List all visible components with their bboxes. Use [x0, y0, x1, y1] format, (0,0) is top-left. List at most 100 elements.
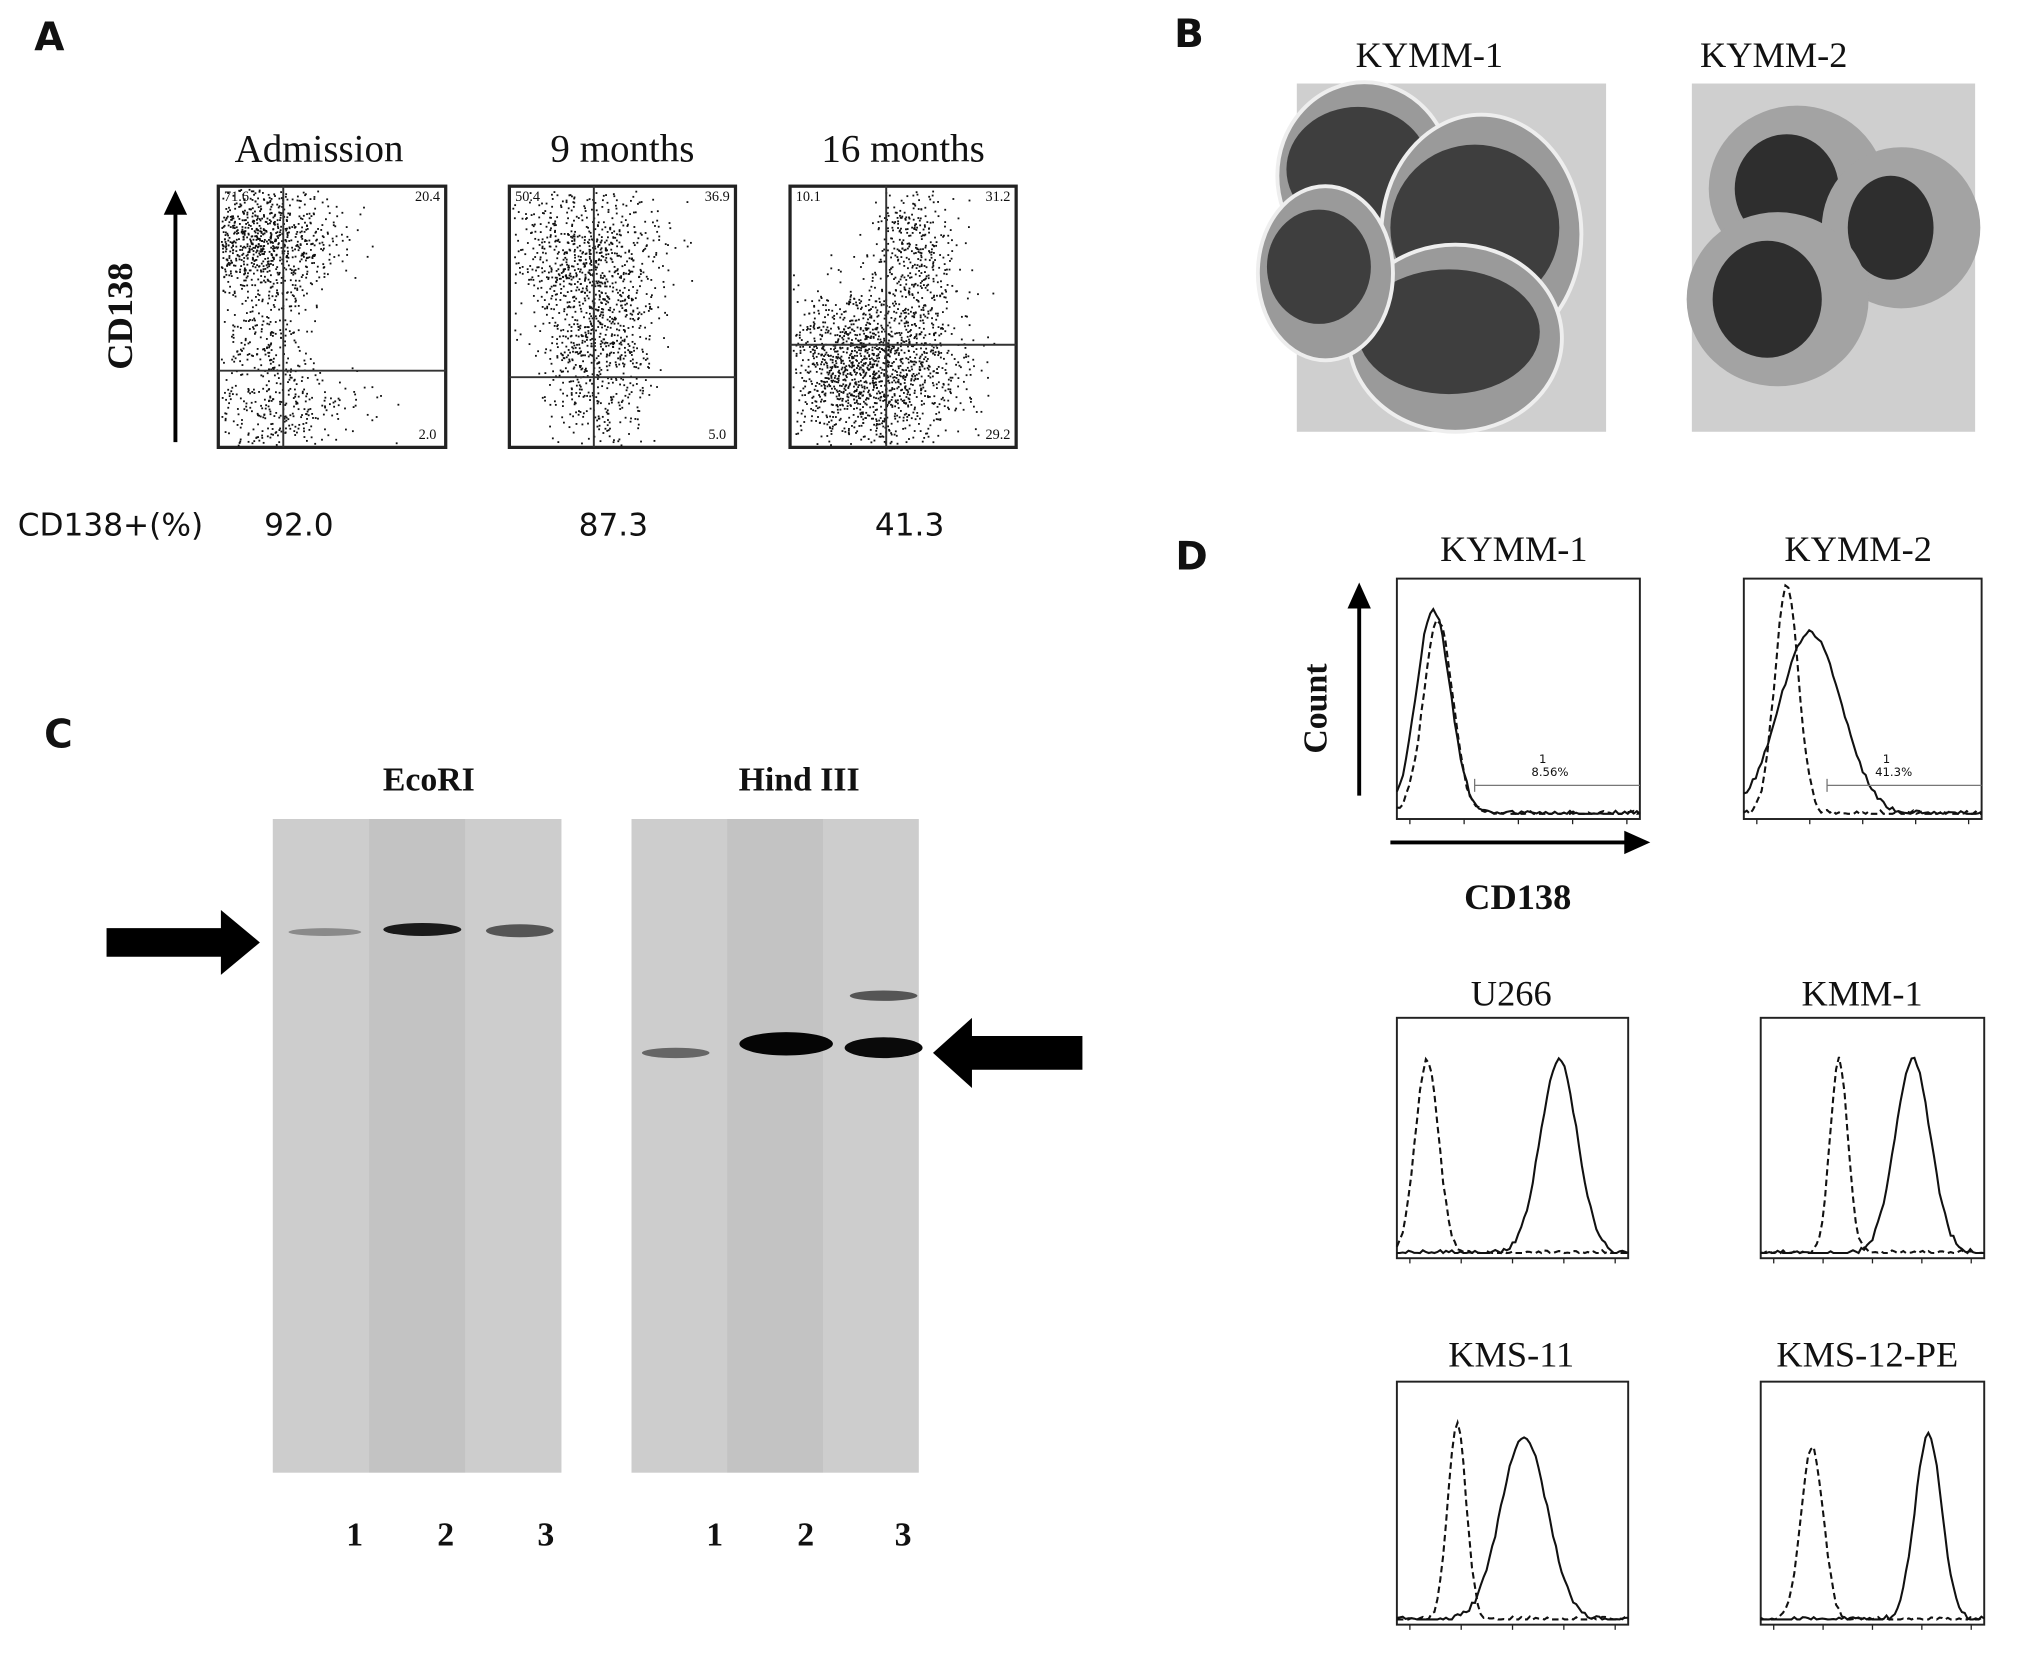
- dot: [224, 241, 227, 243]
- dot: [619, 355, 622, 358]
- dot: [225, 248, 228, 251]
- dot: [642, 350, 644, 353]
- dot: [890, 335, 893, 338]
- dot: [305, 228, 308, 231]
- dot: [556, 327, 559, 330]
- dot: [223, 216, 226, 219]
- dot: [552, 370, 555, 373]
- dot: [300, 276, 303, 278]
- dot: [558, 335, 561, 338]
- dot: [564, 295, 567, 297]
- dot: [883, 393, 886, 396]
- dot: [272, 221, 275, 224]
- dot: [889, 442, 892, 445]
- dot: [932, 323, 935, 326]
- dot: [669, 227, 672, 230]
- dot: [265, 338, 268, 340]
- dot: [899, 371, 902, 374]
- dot: [801, 394, 804, 397]
- dot: [283, 208, 286, 211]
- dot: [257, 197, 259, 200]
- dot: [549, 235, 552, 238]
- dot: [878, 419, 881, 422]
- dot: [889, 389, 892, 392]
- dot: [284, 279, 286, 282]
- dot: [266, 266, 269, 269]
- dot: [264, 268, 267, 270]
- dot: [249, 197, 252, 200]
- dot: [858, 349, 860, 352]
- dot: [918, 274, 921, 277]
- dot: [818, 383, 821, 385]
- dot: [303, 430, 305, 433]
- dot: [928, 365, 931, 368]
- dot: [908, 293, 911, 296]
- dot: [621, 399, 624, 402]
- dot: [648, 367, 650, 369]
- dot: [887, 275, 889, 277]
- dot: [631, 340, 634, 343]
- dot: [548, 322, 551, 324]
- dot: [620, 277, 622, 279]
- dot: [900, 349, 903, 352]
- dot: [279, 233, 282, 236]
- dot: [831, 359, 834, 361]
- label: KMS-12-PE: [1776, 1335, 1958, 1375]
- dot: [611, 275, 614, 278]
- dot: [869, 363, 872, 365]
- dot: [830, 430, 833, 433]
- dot: [247, 296, 249, 299]
- dot: [255, 218, 258, 221]
- dot: [883, 373, 886, 375]
- dot: [567, 217, 569, 220]
- dot: [987, 376, 989, 379]
- label: 2: [797, 1516, 814, 1553]
- dot: [599, 402, 602, 405]
- dot: [575, 289, 578, 292]
- dot: [853, 371, 856, 373]
- dot: [247, 290, 249, 293]
- dot: [919, 217, 922, 220]
- dot: [574, 230, 577, 233]
- dot: [290, 305, 293, 308]
- dot: [868, 309, 871, 311]
- dot: [873, 381, 876, 384]
- dot: [869, 316, 871, 319]
- dot: [291, 198, 294, 201]
- dot: [273, 223, 276, 226]
- dot: [297, 408, 300, 411]
- dot: [891, 387, 894, 389]
- dot: [291, 249, 294, 252]
- dot: [267, 388, 270, 391]
- dot: [617, 272, 619, 275]
- dot: [877, 376, 880, 379]
- dot: [883, 339, 886, 342]
- dot: [262, 375, 265, 378]
- dot: [936, 368, 939, 370]
- dot: [228, 221, 231, 224]
- dot: [858, 318, 860, 321]
- dot: [644, 379, 647, 381]
- dot: [556, 324, 559, 327]
- dot: [309, 408, 312, 410]
- dot: [970, 398, 973, 400]
- dot: [315, 280, 318, 282]
- dot: [968, 324, 971, 327]
- dot: [561, 405, 564, 408]
- dot: [903, 249, 906, 252]
- dot: [225, 412, 228, 415]
- dot: [861, 359, 864, 361]
- dot: [609, 257, 612, 260]
- dot: [620, 255, 622, 258]
- dot: [945, 372, 948, 375]
- dot: [815, 405, 818, 407]
- dot: [231, 358, 234, 361]
- dot: [550, 285, 553, 288]
- dot: [923, 381, 926, 384]
- dot: [630, 299, 633, 302]
- dot: [861, 386, 864, 389]
- dot: [598, 294, 601, 297]
- dot: [332, 224, 335, 227]
- dot: [305, 413, 308, 416]
- dot: [227, 210, 229, 213]
